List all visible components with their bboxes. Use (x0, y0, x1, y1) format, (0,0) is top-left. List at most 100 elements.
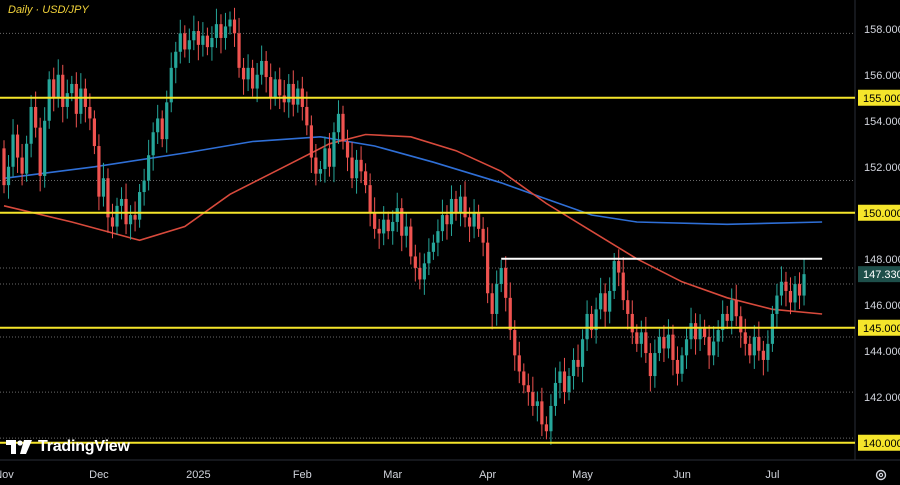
candle-body (431, 242, 435, 252)
candle-body (373, 212, 377, 229)
candle-body (440, 215, 445, 232)
ma-200-line (3, 135, 823, 226)
candle-body (115, 205, 119, 227)
candle-body (617, 261, 621, 273)
candle-body (454, 198, 458, 213)
candle-body (255, 74, 259, 89)
candle-body (151, 132, 155, 156)
candle-body (119, 198, 124, 206)
candle-body (160, 118, 164, 140)
candle-body (585, 313, 589, 340)
candle-body (395, 208, 399, 222)
level-label-bg (858, 434, 900, 451)
candle-body (576, 359, 580, 367)
candle-body (47, 79, 51, 121)
candle-body (232, 19, 237, 34)
candle-body (748, 343, 752, 356)
candle-body (553, 382, 558, 406)
candle-body (409, 226, 413, 257)
y-tick-label: 154.000 (864, 116, 900, 128)
candle-body (535, 401, 539, 406)
candle-body (477, 212, 481, 229)
candle-body (147, 155, 151, 181)
level-label-bg (858, 89, 900, 106)
y-tick-label: 142.000 (864, 392, 900, 404)
candle-body (178, 33, 182, 52)
settings-gear-icon[interactable] (874, 468, 888, 482)
candle-body (693, 323, 698, 340)
x-tick-label: May (572, 469, 593, 481)
candle-body (490, 293, 494, 314)
last-price-label-bg (858, 266, 900, 283)
candle-body (599, 293, 603, 310)
candle-body (653, 353, 657, 377)
candle-body (752, 336, 756, 356)
level-label-bg (858, 319, 900, 336)
candle-body (594, 309, 598, 331)
candle-body (287, 83, 291, 103)
candle-body (703, 327, 707, 337)
candle-body (278, 79, 282, 96)
y-tick-label: 158.000 (864, 24, 900, 36)
candle-body (418, 267, 422, 280)
candle-body (314, 157, 318, 174)
candle-body (725, 313, 729, 321)
candle-body (757, 336, 761, 351)
candle-body (34, 106, 38, 128)
candle-body (201, 35, 205, 45)
candle-body (43, 120, 47, 176)
candle-body (671, 334, 675, 360)
candle-body (404, 226, 408, 236)
candle-body (449, 198, 454, 225)
candle-body (291, 83, 295, 105)
y-tick-label: 144.000 (864, 346, 900, 358)
candle-body (282, 95, 286, 103)
candle-body (70, 83, 74, 94)
x-tick-label: Apr (479, 469, 496, 481)
candle-body (707, 336, 711, 356)
candle-body (327, 148, 332, 167)
candle-body (684, 339, 689, 356)
candle-body (246, 67, 250, 80)
candle-body (775, 295, 779, 314)
candle-body (101, 178, 106, 197)
candle-body (386, 219, 390, 232)
candle-body (192, 31, 196, 41)
candle-body (323, 148, 327, 170)
candle-body (508, 297, 512, 331)
candle-body (716, 330, 720, 342)
x-tick-label: Nov (0, 469, 14, 481)
candle-body (2, 148, 6, 186)
candle-body (210, 37, 214, 48)
candle-body (580, 339, 585, 367)
candle-body (219, 24, 223, 38)
candle-body (359, 159, 363, 172)
candle-body (797, 284, 802, 296)
candle-body (698, 327, 702, 340)
candle-body (92, 118, 96, 147)
candle-body (183, 33, 187, 50)
candle-body (802, 274, 806, 296)
candle-body (187, 40, 191, 50)
candle-body (549, 405, 553, 432)
candle-body (784, 281, 788, 291)
candle-body (25, 143, 29, 174)
candle-body (567, 376, 571, 393)
candle-body (241, 67, 246, 80)
tradingview-brand: TradingView (6, 438, 130, 456)
candle-body (20, 157, 24, 174)
candle-body (296, 88, 300, 105)
candle-body (422, 263, 426, 280)
candle-body (648, 353, 652, 377)
candle-body (657, 336, 661, 354)
candle-body (237, 33, 241, 68)
candle-body (761, 350, 765, 360)
ma-100-line (3, 133, 823, 315)
candle-body (124, 198, 128, 225)
candle-body (364, 171, 368, 186)
candle-body (712, 341, 716, 356)
level-label: 150.000 (863, 208, 900, 220)
candle-body (29, 106, 33, 144)
